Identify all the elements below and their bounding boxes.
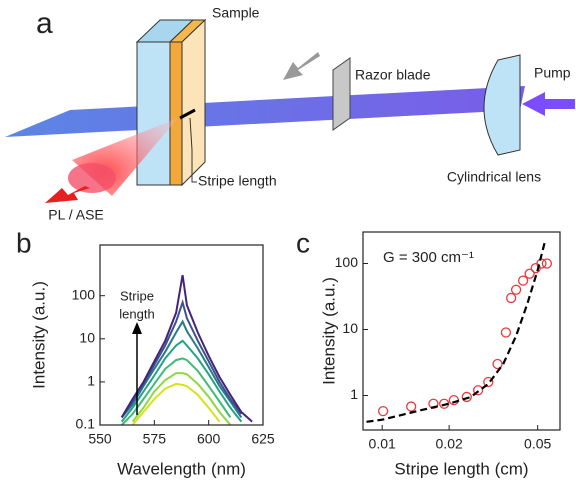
x-tick-label: 550 <box>88 431 112 447</box>
data-point <box>406 401 417 412</box>
data-point <box>483 376 494 388</box>
label: PL / ASE <box>48 207 104 223</box>
plot-area <box>366 240 553 423</box>
annotation-arrowhead <box>132 322 142 334</box>
data-line <box>120 357 232 425</box>
label: Razor blade <box>355 67 431 83</box>
data-point <box>541 258 553 269</box>
leader-line <box>189 117 197 183</box>
plot-area <box>120 274 253 425</box>
pump-arrow <box>522 92 575 116</box>
data-point <box>524 268 535 279</box>
plot-frame <box>99 244 264 426</box>
annotation: G = 300 cm⁻¹ <box>383 249 474 266</box>
sample-side <box>181 18 206 187</box>
x-axis-label: Stripe length (cm) <box>394 459 528 478</box>
blade-arrow <box>283 52 320 80</box>
y-tick-label: 10 <box>79 329 95 345</box>
setup-diagram: a Sample Razor blade Pump Cylindrical le… <box>5 5 575 223</box>
data-point <box>500 327 512 338</box>
x-tick-label: 600 <box>197 431 221 447</box>
annotation: Stripe <box>120 288 154 303</box>
y-tick-label: 100 <box>335 254 359 270</box>
annotation: length <box>119 306 154 321</box>
panel-label: a <box>36 7 53 40</box>
razor-blade <box>332 57 351 131</box>
plot-frame <box>362 231 561 431</box>
data-point <box>439 398 450 409</box>
data-line <box>366 240 547 423</box>
stripe <box>179 108 196 120</box>
data-line <box>120 319 243 419</box>
x-tick-label: 0.05 <box>524 436 551 452</box>
label: Pump <box>534 65 571 81</box>
data-point <box>517 275 529 286</box>
data-point <box>461 391 472 403</box>
pump-beam <box>5 86 525 137</box>
data-point <box>506 292 517 304</box>
x-tick-label: 575 <box>143 431 167 447</box>
y-tick-label: 100 <box>72 286 96 302</box>
data-point <box>492 358 503 370</box>
cylindrical-lens <box>483 54 521 156</box>
label: Stripe length <box>198 173 277 189</box>
y-tick-label: 10 <box>342 320 358 336</box>
y-tick-label: 0.1 <box>76 416 96 432</box>
x-tick-label: 625 <box>251 431 275 447</box>
panel-label: b <box>16 227 32 258</box>
label: Cylindrical lens <box>447 169 541 185</box>
data-line <box>120 339 243 423</box>
emission-arrow <box>45 186 90 203</box>
data-point <box>377 405 389 417</box>
x-tick-label: 0.01 <box>369 436 396 452</box>
y-tick-label: 1 <box>350 386 358 402</box>
y-axis-label: Intensity (a.u.) <box>29 281 48 389</box>
substrate <box>136 41 171 186</box>
y-axis-label: Intensity (a.u.) <box>319 277 338 385</box>
data-line <box>120 298 243 418</box>
data-point <box>472 385 484 396</box>
film <box>169 41 183 186</box>
emission-spot <box>68 163 116 193</box>
x-tick-label: 0.02 <box>436 436 463 452</box>
data-line <box>131 382 221 425</box>
data-point <box>510 284 522 295</box>
x-axis-label: Wavelength (nm) <box>117 459 246 478</box>
data-line <box>120 274 253 423</box>
y-tick-label: 1 <box>87 373 95 389</box>
panel-label: c <box>296 227 310 258</box>
label: Sample <box>212 5 260 21</box>
data-line <box>131 372 232 425</box>
